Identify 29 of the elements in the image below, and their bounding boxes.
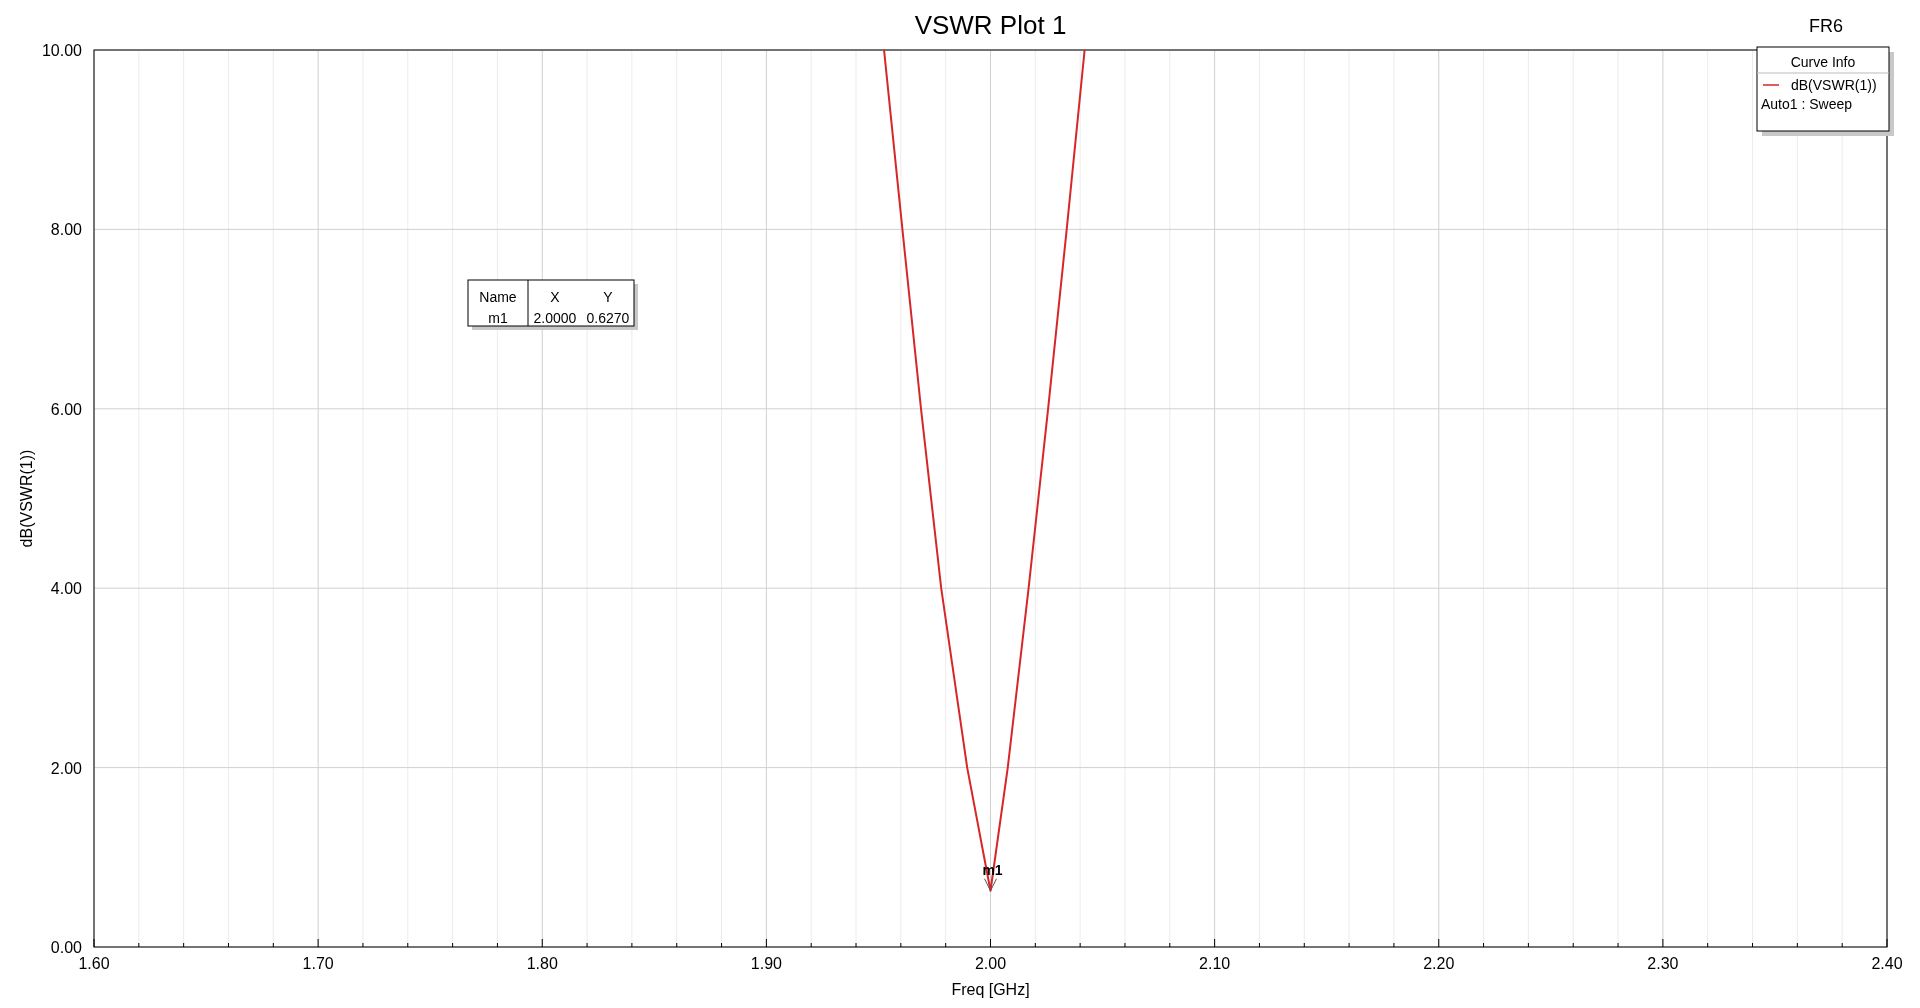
annotation: Auto1 : Sweep [1761, 96, 1853, 112]
annotation: 2.0000 [533, 310, 577, 326]
line-series [883, 50, 1086, 892]
y-tick-label: 2.00 [50, 759, 83, 777]
annotation: Y [603, 289, 614, 305]
x-tick-label: 2.00 [974, 955, 1007, 972]
x-tick-label: 1.90 [750, 955, 783, 972]
y-tick-label: 0.00 [50, 939, 83, 956]
x-tick-label: 1.60 [78, 955, 110, 972]
x-tick-label: 1.70 [302, 955, 334, 972]
y-tick-label: 10.00 [41, 42, 83, 59]
annotation: Name [479, 289, 517, 305]
y-tick-label: 6.00 [50, 400, 83, 418]
legend-label: dB(VSWR(1)) [1791, 77, 1877, 93]
legend-title: Curve Info [1790, 54, 1856, 70]
y-tick-label: 8.00 [50, 221, 83, 239]
x-tick-label: 2.40 [1871, 955, 1903, 972]
annotation: X [550, 289, 561, 305]
x-tick-label: 1.80 [526, 955, 558, 972]
x-axis-title: Freq [GHz] [951, 981, 1030, 998]
x-tick-label: 2.30 [1647, 955, 1679, 972]
x-tick-label: 2.10 [1199, 955, 1231, 972]
y-axis-title: dB(VSWR(1)) [18, 449, 35, 548]
annotation: m1 [488, 310, 508, 326]
annotation: 0.6270 [586, 310, 630, 326]
y-tick-label: 4.00 [50, 580, 83, 598]
x-tick-label: 2.20 [1423, 955, 1455, 972]
text: FR6 [1808, 16, 1843, 36]
chart-title: VSWR Plot 1 [914, 10, 1067, 40]
